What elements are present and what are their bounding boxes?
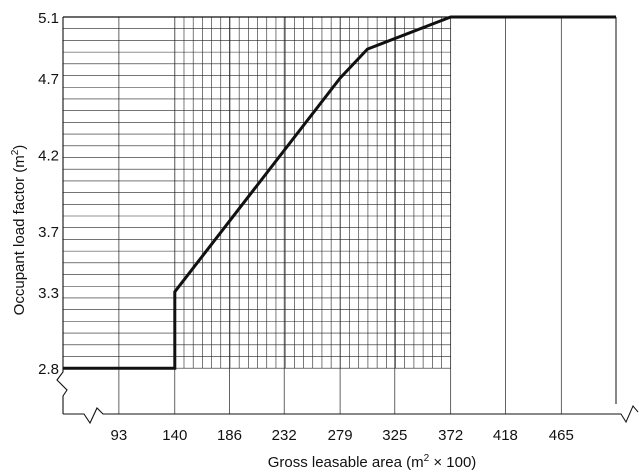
y-tick-label: 2.8 xyxy=(38,361,59,378)
x-tick-label: 372 xyxy=(438,427,463,444)
x-tick-label: 186 xyxy=(217,427,242,444)
x-tick-label: 232 xyxy=(272,427,297,444)
x-tick-label: 418 xyxy=(493,427,518,444)
y-tick-label: 4.2 xyxy=(38,147,59,164)
y-tick-label: 5.1 xyxy=(38,10,59,27)
x-axis-ticks: 93 140 186 232 279 325 372 418 465 xyxy=(111,427,574,444)
grid xyxy=(63,16,562,414)
x-axis-title: Gross leasable area (m2 × 100) xyxy=(268,453,477,471)
y-tick-label: 3.3 xyxy=(38,285,59,302)
x-tick-label: 140 xyxy=(162,427,187,444)
x-tick-label: 465 xyxy=(549,427,574,444)
y-axis-title: Occupant load factor (m2) xyxy=(10,145,28,316)
series-line-occupant-load xyxy=(63,15,616,370)
y-axis-line xyxy=(56,17,68,414)
x-tick-label: 93 xyxy=(111,427,128,444)
y-axis-ticks: 2.8 3.3 3.7 4.2 4.7 5.1 xyxy=(38,10,59,378)
x-tick-label: 279 xyxy=(328,427,353,444)
y-tick-label: 4.7 xyxy=(38,71,59,88)
x-axis-break-right xyxy=(616,405,639,424)
y-tick-label: 3.7 xyxy=(38,224,59,241)
x-tick-label: 325 xyxy=(382,427,407,444)
series-group xyxy=(63,15,616,370)
x-axis-line xyxy=(63,407,616,425)
plot-frame xyxy=(56,16,639,425)
